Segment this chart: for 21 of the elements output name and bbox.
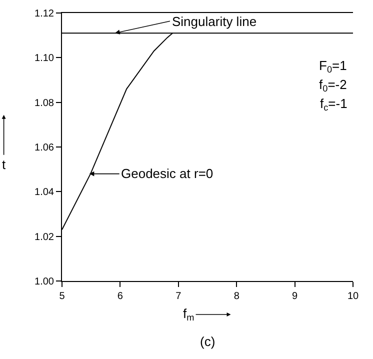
y-tick-label: 1.04 [34,187,54,198]
y-tick-label: 1.08 [34,98,54,109]
annotation: Geodesic at r=0 [121,166,214,181]
annotation: Singularity line [172,14,257,29]
y-axis-title: t [2,157,6,172]
x-tick-label: 7 [176,291,182,302]
text: (c) [200,334,216,349]
y-tick-label: 1.00 [34,276,54,288]
x-tick-label: 10 [347,291,359,302]
x-tick-label: 8 [234,291,240,302]
x-tick-label: 6 [117,291,124,302]
annotation: f$_{c}$=-1 [320,96,348,113]
x-axis-title: f$_{m}$ [183,306,194,323]
x-tick-label: 9 [292,291,298,302]
y-tick-label: 1.12 [34,8,54,20]
y-tick-label: 1.02 [34,232,54,243]
y-tick-label: 1.10 [34,53,54,64]
x-tick-label: 5 [59,291,66,302]
annotation: F$_{0}$=1 [319,58,347,75]
y-tick-label: 1.06 [34,142,54,154]
annotation: f$_{0}$=-2 [319,77,347,94]
